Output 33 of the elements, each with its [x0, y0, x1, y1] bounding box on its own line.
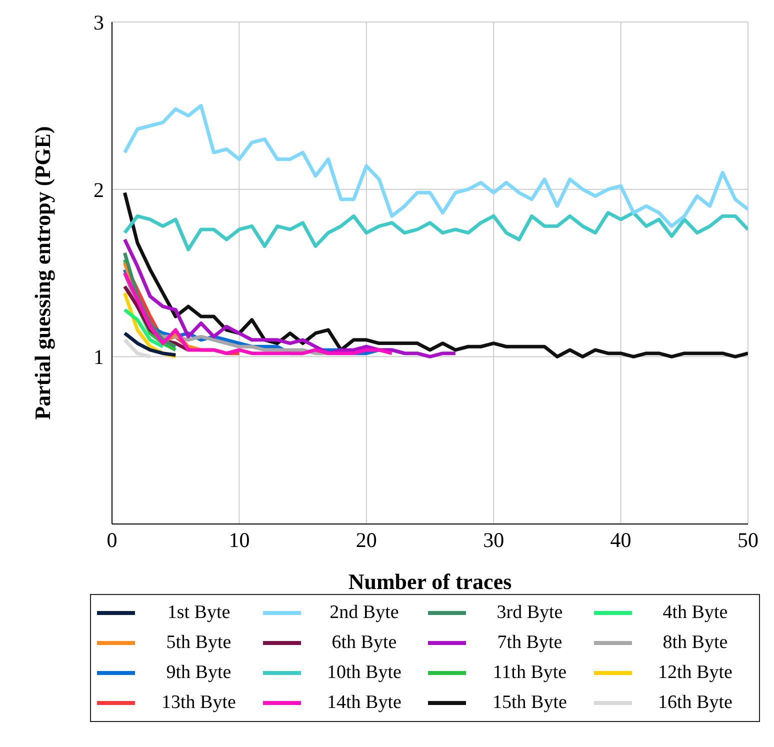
y-tick-label: 3 [94, 10, 104, 34]
x-tick-label: 10 [228, 528, 250, 552]
x-tick-label: 20 [356, 528, 377, 552]
legend-label: 7th Byte [496, 631, 564, 655]
x-tick-label: 50 [738, 528, 758, 552]
legend-label: 10th Byte [326, 661, 402, 685]
legend-label: 8th Byte [662, 631, 729, 655]
line-series [122, 308, 165, 348]
legend-label: 14th Byte [326, 691, 402, 715]
legend-label: 16th Byte [657, 691, 734, 715]
legend-label: 4th Byte [662, 601, 729, 625]
y-tick-label: 1 [94, 345, 104, 370]
line-series [122, 104, 748, 228]
line-series [122, 190, 748, 358]
x-axis-title: Number of traces [348, 569, 512, 594]
x-tick-label: 0 [106, 528, 118, 552]
legend-label: 3rd Byte [496, 601, 564, 625]
line-series [122, 331, 178, 357]
legend-label: 1st Byte [166, 601, 232, 625]
legend-label: 12th Byte [657, 661, 734, 685]
line-series [122, 238, 458, 358]
x-tick-label: 30 [483, 528, 504, 552]
x-tick-label: 40 [610, 528, 632, 552]
legend-label: 2nd Byte [328, 601, 400, 625]
legend-label: 13th Byte [160, 691, 237, 715]
legend-label: 5th Byte [165, 631, 232, 655]
y-tick-label: 2 [94, 178, 104, 202]
legend-label: 6th Byte [330, 631, 398, 655]
line-series [122, 211, 748, 252]
legend-label: 9th Byte [165, 661, 232, 685]
y-axis-title: Partial guessing entropy (PGE) [30, 126, 55, 420]
legend-label: 15th Byte [492, 691, 568, 715]
legend-label: 11th Byte [492, 661, 568, 685]
